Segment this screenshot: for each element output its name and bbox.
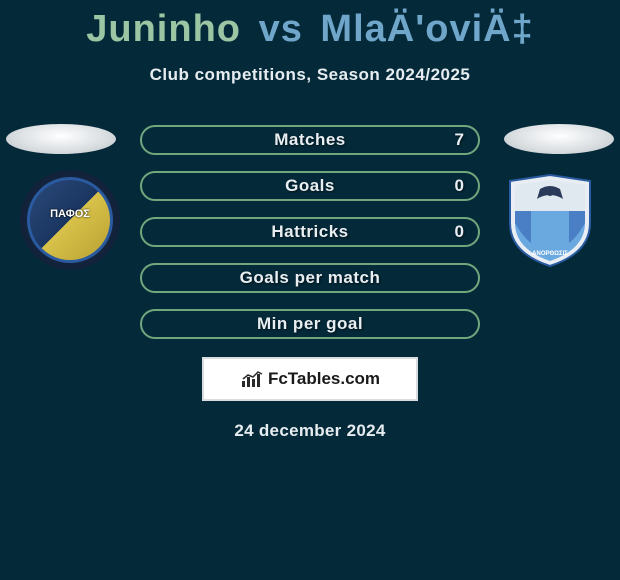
stat-value-right: 0	[455, 222, 464, 242]
date-label: 24 december 2024	[0, 421, 620, 441]
stat-label: Hattricks	[271, 222, 348, 242]
stat-label: Matches	[274, 130, 346, 150]
stat-value-right: 0	[455, 176, 464, 196]
stat-row-hattricks: Hattricks 0	[140, 217, 480, 247]
club-left-text: ΠΑΦΟΣ	[50, 208, 90, 220]
svg-text:ΑΝΟΡΘΩΣΙΣ: ΑΝΟΡΘΩΣΙΣ	[532, 251, 568, 257]
stat-value-right: 7	[455, 130, 464, 150]
comparison-title: Juninho vs MlaÄ'oviÄ‡	[0, 0, 620, 51]
stat-label: Min per goal	[257, 314, 363, 334]
stat-row-matches: Matches 7	[140, 125, 480, 155]
stat-label: Goals	[285, 176, 335, 196]
player2-photo	[504, 124, 614, 154]
club-badge-right: ΑΝΟΡΘΩΣΙΣ	[500, 170, 600, 270]
vs-label: vs	[259, 8, 303, 50]
fctables-branding: FcTables.com	[202, 357, 418, 401]
stat-row-mpg: Min per goal	[140, 309, 480, 339]
chart-icon	[240, 369, 266, 389]
stat-label: Goals per match	[240, 268, 381, 288]
player1-name: Juninho	[86, 8, 241, 50]
club-badge-left: ΠΑΦΟΣ	[20, 170, 120, 270]
player2-name: MlaÄ'oviÄ‡	[320, 8, 533, 50]
fctables-label: FcTables.com	[268, 369, 380, 389]
stat-row-gpm: Goals per match	[140, 263, 480, 293]
subtitle: Club competitions, Season 2024/2025	[0, 65, 620, 85]
player1-photo	[6, 124, 116, 154]
shield-icon: ΑΝΟΡΘΩΣΙΣ	[505, 173, 595, 268]
stat-row-goals: Goals 0	[140, 171, 480, 201]
